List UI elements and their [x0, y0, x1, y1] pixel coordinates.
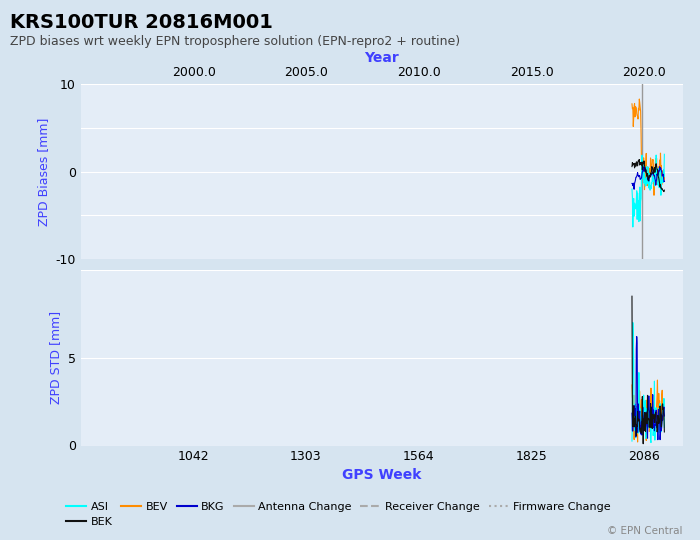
Text: KRS100TUR 20816M001: KRS100TUR 20816M001 — [10, 14, 274, 32]
Text: © EPN Central: © EPN Central — [607, 525, 682, 536]
X-axis label: Year: Year — [364, 51, 399, 65]
Y-axis label: ZPD STD [mm]: ZPD STD [mm] — [49, 311, 62, 404]
X-axis label: GPS Week: GPS Week — [342, 468, 421, 482]
Y-axis label: ZPD Biases [mm]: ZPD Biases [mm] — [36, 117, 50, 226]
Text: ZPD biases wrt weekly EPN troposphere solution (EPN-repro2 + routine): ZPD biases wrt weekly EPN troposphere so… — [10, 35, 461, 48]
Legend: ASI, BEK, BEV, BKG, Antenna Change, Receiver Change, Firmware Change: ASI, BEK, BEV, BKG, Antenna Change, Rece… — [62, 497, 615, 532]
